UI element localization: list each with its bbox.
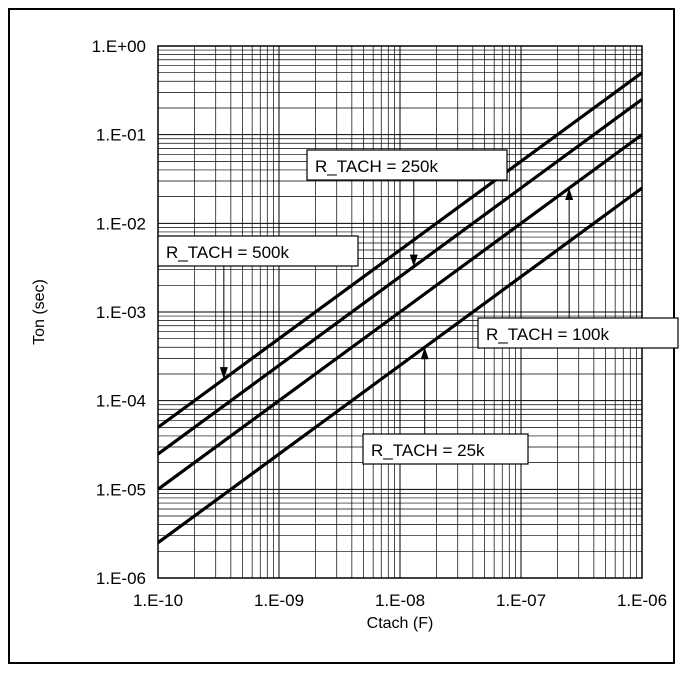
series-line	[157, 98, 643, 456]
annotation-box	[362, 433, 529, 465]
x-tick-label: 1.E-08	[375, 591, 425, 610]
annotation-label: R_TACH = 250k	[315, 157, 438, 176]
y-tick-label: 1.E-04	[96, 392, 146, 411]
annotations: R_TACH = 500k R_TACH = 250k R_TACH = 100k R…	[157, 149, 679, 465]
annotation: R_TACH = 500k	[157, 235, 359, 380]
x-tick-label: 1.E-10	[133, 591, 183, 610]
annotation-arrow-head	[420, 347, 429, 360]
annotation-box	[157, 235, 359, 267]
y-tick-labels: 1.E-06 1.E-05 1.E-04 1.E-03 1.E-02 1.E-01 1.E+…	[92, 37, 146, 588]
y-axis-label: Ton (sec)	[31, 279, 48, 345]
annotation-box	[477, 317, 679, 349]
x-axis-label: Ctach (F)	[367, 615, 434, 632]
annotation: R_TACH = 250k	[306, 149, 508, 267]
x-tick-labels: 1.E-10 1.E-09 1.E-08 1.E-07 1.E-06	[133, 591, 667, 610]
annotation-arrow-head	[409, 254, 418, 267]
y-tick-label: 1.E-01	[96, 126, 146, 145]
y-tick-label: 1.E-05	[96, 480, 146, 499]
annotation-label: R_TACH = 100k	[486, 325, 609, 344]
annotation-arrow-head	[565, 188, 574, 201]
series-lines	[157, 71, 643, 545]
series-line	[157, 186, 643, 545]
annotation-label: R_TACH = 500k	[166, 243, 289, 262]
y-tick-label: 1.E-03	[96, 303, 146, 322]
annotation-label: R_TACH = 25k	[371, 441, 485, 460]
annotation-arrow-head	[219, 367, 228, 380]
series-line	[157, 133, 643, 491]
annotation-box	[306, 149, 508, 181]
series-line	[157, 71, 643, 429]
plot-area-border	[157, 45, 643, 579]
y-tick-label: 1.E-02	[96, 214, 146, 233]
annotation: R_TACH = 25k	[362, 347, 529, 465]
x-tick-label: 1.E-07	[496, 591, 546, 610]
y-tick-label: 1.E+00	[92, 37, 146, 56]
annotation: R_TACH = 100k	[477, 188, 679, 349]
x-tick-label: 1.E-09	[254, 591, 304, 610]
x-tick-label: 1.E-06	[617, 591, 667, 610]
y-tick-label: 1.E-06	[96, 569, 146, 588]
